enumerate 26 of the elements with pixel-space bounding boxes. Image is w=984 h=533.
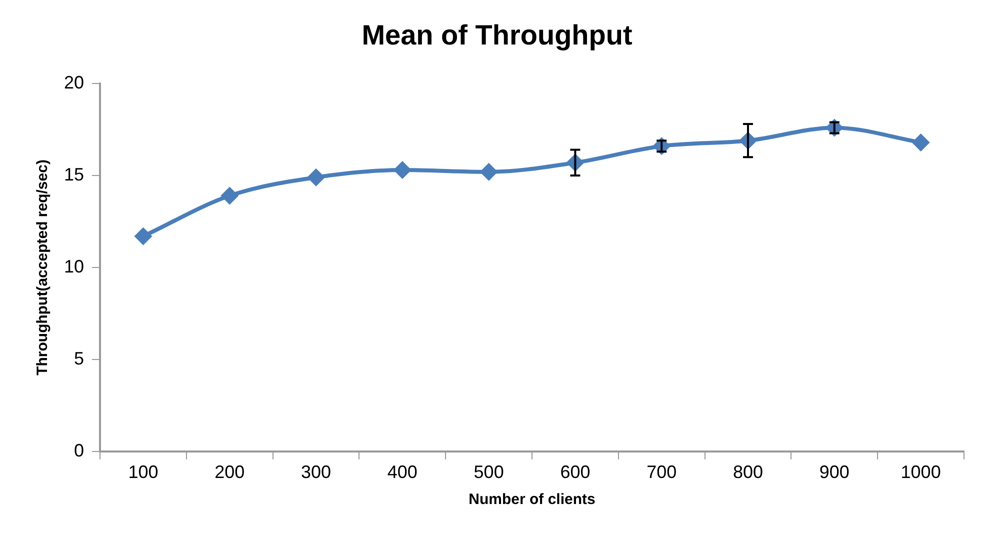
chart-title: Mean of Throughput — [362, 20, 632, 51]
point — [307, 168, 326, 186]
x-tick-label: 900 — [819, 462, 850, 482]
point — [912, 133, 930, 152]
x-tick-label: 600 — [560, 462, 590, 482]
point — [480, 162, 498, 181]
point — [220, 186, 239, 205]
x-tick-label: 300 — [300, 462, 332, 482]
point — [652, 137, 671, 156]
y-tick-label: 10 — [64, 256, 84, 276]
y-tick-label: 5 — [74, 348, 84, 368]
y-tick-label: 15 — [64, 164, 84, 185]
point — [393, 161, 412, 180]
y-tick-label: 0 — [74, 440, 84, 460]
y-axis-title: Throughput(accepted req/sec) — [34, 160, 52, 376]
x-tick-label: 400 — [387, 462, 418, 482]
x-tick-label: 500 — [474, 462, 504, 482]
point — [825, 118, 844, 137]
y-tick-label: 20 — [64, 72, 84, 93]
x-tick-label: 800 — [732, 462, 764, 482]
x-tick-label: 700 — [646, 462, 677, 482]
point — [134, 227, 152, 246]
x-tick-label: 100 — [128, 462, 158, 482]
x-tick-label: 200 — [214, 462, 245, 482]
x-tick-label: 1000 — [900, 462, 941, 482]
x-axis-title: Number of clients — [468, 491, 596, 508]
